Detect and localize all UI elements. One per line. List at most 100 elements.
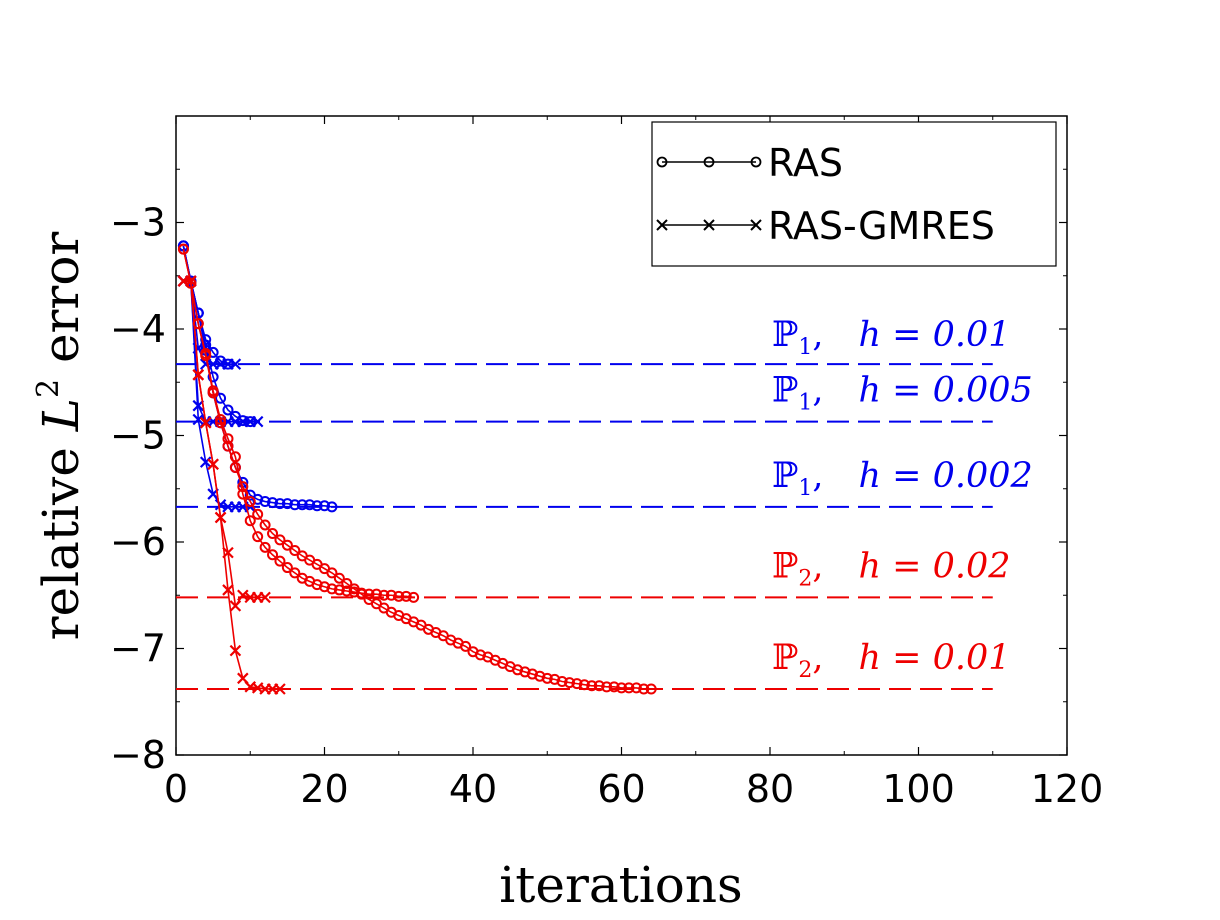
reference-mesh-size: h = 0.02 <box>858 546 1010 586</box>
data-point-circle <box>474 649 486 661</box>
reference-space-subscript: 1 <box>798 476 812 501</box>
data-point-x <box>229 358 242 370</box>
data-point-circle <box>326 567 338 579</box>
legend-ras-gmres-marker <box>656 219 668 231</box>
legend-ras-marker <box>703 156 715 168</box>
legend-ras-gmres-marker <box>703 219 715 231</box>
data-point-circle <box>289 567 301 579</box>
data-point-circle <box>333 572 345 584</box>
data-point-circle <box>519 666 531 678</box>
data-point-circle <box>326 501 338 513</box>
data-point-circle <box>645 683 657 695</box>
data-point-circle <box>237 415 249 427</box>
data-point-x <box>192 413 205 426</box>
data-point-circle <box>578 679 590 691</box>
data-point-circle <box>200 350 212 362</box>
reference-comma: , <box>812 456 858 496</box>
data-point-circle <box>207 371 219 383</box>
data-point-circle <box>311 579 323 591</box>
data-point-x <box>222 584 234 596</box>
reference-space-symbol: ℙ <box>772 638 798 678</box>
x-tick-label: 60 <box>597 767 645 811</box>
data-point-circle <box>222 433 234 445</box>
reference-space-subscript: 2 <box>798 658 812 683</box>
y-tick-label: −7 <box>110 627 166 671</box>
reference-space-subscript: 1 <box>798 391 812 416</box>
data-point-circle <box>304 499 316 511</box>
reference-space-symbol: ℙ <box>772 546 798 586</box>
data-point-circle <box>319 581 330 593</box>
data-point-circle <box>229 461 241 473</box>
data-point-circle <box>296 499 308 511</box>
data-point-circle <box>267 527 279 539</box>
series-ras-gmres-red <box>177 275 286 695</box>
data-point-circle <box>556 676 568 688</box>
series-ras-gmres-blue <box>177 275 257 513</box>
data-point-circle <box>207 387 219 399</box>
reference-line-label: ℙ1, h = 0.002 <box>772 456 1033 501</box>
data-point-circle <box>608 681 620 693</box>
data-point-circle <box>281 539 293 551</box>
data-point-x <box>251 415 264 428</box>
data-point-circle <box>348 583 360 595</box>
data-point-circle <box>356 588 368 600</box>
data-point-circle <box>289 499 301 511</box>
reference-space-subscript: 2 <box>798 566 812 591</box>
data-point-circle <box>252 531 264 543</box>
reference-comma: , <box>812 371 858 411</box>
legend-entry-ras-gmres: RAS-GMRES <box>656 204 995 248</box>
data-point-circle <box>319 500 330 512</box>
reference-line-label: ℙ1, h = 0.01 <box>772 315 1011 360</box>
y-axis-title-sup: 2 <box>31 379 66 398</box>
legend-box <box>651 121 1057 267</box>
legend-ras-marker <box>656 156 668 168</box>
reference-comma: , <box>812 638 858 678</box>
data-point-circle <box>564 677 576 689</box>
y-tick-label: −6 <box>110 520 166 564</box>
data-point-circle <box>237 481 249 493</box>
data-point-circle <box>274 534 286 546</box>
data-point-x <box>192 369 205 381</box>
reference-space-symbol: ℙ <box>772 315 798 355</box>
data-point-circle <box>333 584 345 596</box>
data-point-circle <box>281 498 293 510</box>
data-point-x <box>185 275 197 287</box>
data-point-circle <box>549 673 561 685</box>
data-point-circle <box>252 508 264 520</box>
data-point-circle <box>630 682 642 694</box>
data-point-circle <box>385 589 397 601</box>
data-series <box>177 240 657 695</box>
reference-mesh-size: h = 0.002 <box>858 456 1032 496</box>
data-point-circle <box>222 404 234 416</box>
data-point-circle <box>259 541 271 553</box>
data-point-circle <box>244 496 256 508</box>
data-point-circle <box>571 678 583 690</box>
data-point-circle <box>252 493 264 505</box>
data-point-circle <box>215 392 227 404</box>
reference-mesh-size: h = 0.01 <box>858 638 1010 678</box>
data-point-circle <box>541 672 553 684</box>
reference-space-subscript: 1 <box>798 335 812 360</box>
data-point-circle <box>244 515 256 527</box>
data-point-circle <box>638 683 650 695</box>
data-point-circle <box>341 585 353 597</box>
data-point-circle <box>408 591 420 603</box>
reference-line-label: ℙ1, h = 0.005 <box>772 371 1033 416</box>
data-point-circle <box>526 668 538 680</box>
data-point-circle <box>177 243 189 255</box>
x-tick-label: 40 <box>449 767 497 811</box>
y-axis-title: relative L2 error <box>31 232 90 641</box>
reference-space-symbol: ℙ <box>772 456 798 496</box>
x-tick-label: 20 <box>300 767 348 811</box>
data-point-circle <box>274 498 286 510</box>
legend-ras-marker <box>750 156 762 168</box>
data-point-circle <box>326 583 338 595</box>
y-tick-label: −4 <box>110 307 166 351</box>
data-point-circle <box>281 562 293 574</box>
data-point-circle <box>341 578 353 590</box>
data-point-circle <box>259 519 271 531</box>
y-axis-title-suffix: error <box>32 232 90 379</box>
reference-comma: , <box>812 315 858 355</box>
y-tick-label: −8 <box>110 733 166 777</box>
